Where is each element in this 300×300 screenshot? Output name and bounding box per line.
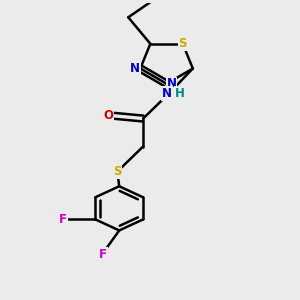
Text: N: N: [167, 77, 177, 90]
Text: S: S: [178, 37, 187, 50]
Text: S: S: [113, 165, 122, 178]
Text: N: N: [130, 62, 140, 75]
Text: H: H: [175, 87, 185, 100]
Text: F: F: [59, 213, 67, 226]
Text: N: N: [162, 87, 172, 100]
Text: O: O: [103, 109, 113, 122]
Text: F: F: [99, 248, 107, 261]
